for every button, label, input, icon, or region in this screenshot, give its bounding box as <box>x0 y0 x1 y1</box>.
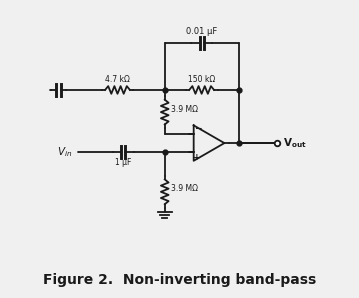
Text: 4.7 kΩ: 4.7 kΩ <box>105 75 130 84</box>
Text: 150 kΩ: 150 kΩ <box>188 75 215 84</box>
Text: Figure 2.  Non-inverting band-pass: Figure 2. Non-inverting band-pass <box>43 273 316 287</box>
Text: $\mathbf{V}_{\mathbf{out}}$: $\mathbf{V}_{\mathbf{out}}$ <box>283 136 307 150</box>
Text: 1 μF: 1 μF <box>115 159 132 167</box>
Text: $\mathit{V}_{in}$: $\mathit{V}_{in}$ <box>56 145 72 159</box>
Text: 3.9 MΩ: 3.9 MΩ <box>171 105 198 114</box>
Text: 0.01 μF: 0.01 μF <box>186 27 217 36</box>
Text: 3.9 MΩ: 3.9 MΩ <box>171 184 198 193</box>
Text: +: + <box>194 153 201 162</box>
Text: −: − <box>194 124 201 133</box>
